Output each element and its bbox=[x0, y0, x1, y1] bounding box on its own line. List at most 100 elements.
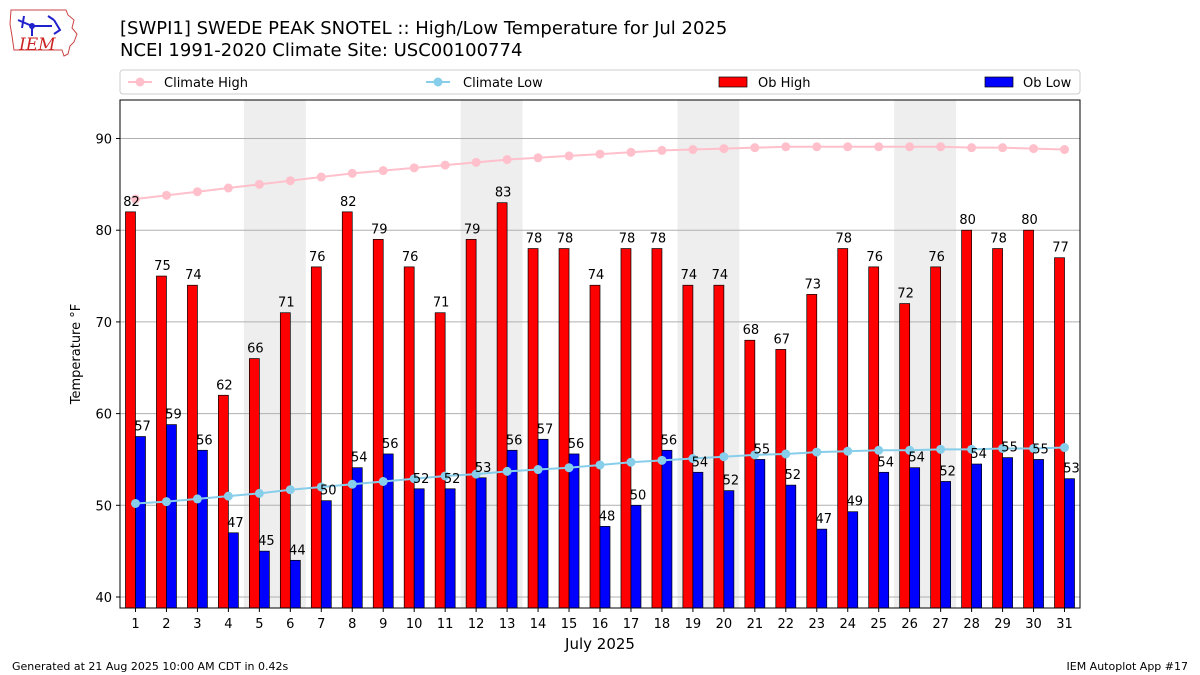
x-tick-label-26: 26 bbox=[901, 617, 918, 632]
ob-high-label: 80 bbox=[1021, 213, 1038, 228]
bar-labels: 82 57 75 59 74 56 62 47 66 45 71 44 76 50 82 54 79 56 76 52… bbox=[123, 186, 1080, 559]
climate-high-point bbox=[843, 142, 853, 152]
ob-low-label: 55 bbox=[754, 442, 771, 457]
x-tick-label-14: 14 bbox=[530, 617, 547, 632]
x-tick-label-24: 24 bbox=[839, 617, 856, 632]
ob-low-bar bbox=[940, 481, 951, 609]
climate-low-point bbox=[1060, 443, 1070, 453]
x-tick-label-25: 25 bbox=[870, 617, 887, 632]
climate-low-point bbox=[502, 466, 512, 476]
x-tick-label-18: 18 bbox=[654, 617, 671, 632]
x-tick-label-20: 20 bbox=[716, 617, 733, 632]
x-tick-label-6: 6 bbox=[286, 617, 294, 632]
legend-ob-low-label: Ob Low bbox=[1023, 76, 1072, 91]
legend-climate-low-label: Climate Low bbox=[463, 76, 543, 91]
ob-high-bar bbox=[930, 266, 941, 609]
ob-high-label: 68 bbox=[743, 323, 760, 338]
ob-high-label: 74 bbox=[681, 268, 698, 283]
ob-high-label: 78 bbox=[557, 232, 574, 247]
ob-high-label: 66 bbox=[247, 342, 264, 357]
climate-high-point bbox=[905, 142, 915, 152]
climate-low-point bbox=[285, 485, 295, 495]
climate-high-point bbox=[347, 168, 357, 178]
ob-low-label: 52 bbox=[785, 468, 802, 483]
x-tick-label-22: 22 bbox=[778, 617, 795, 632]
climate-lines bbox=[130, 142, 1070, 508]
ob-high-bar bbox=[713, 284, 725, 609]
ob-low-bar bbox=[1033, 459, 1044, 609]
climate-high-point bbox=[409, 163, 419, 173]
climate-high-point bbox=[657, 145, 667, 155]
ob-low-label: 54 bbox=[877, 455, 894, 470]
ob-low-label: 44 bbox=[289, 543, 306, 558]
ob-low-bar bbox=[754, 459, 766, 609]
x-tick-label-23: 23 bbox=[809, 617, 826, 632]
ob-high-bar bbox=[218, 394, 229, 609]
ob-high-bar bbox=[961, 229, 972, 609]
ob-high-bar bbox=[279, 312, 291, 609]
ob-low-label: 52 bbox=[444, 472, 461, 487]
ob-high-label: 62 bbox=[216, 378, 233, 393]
ob-low-bar bbox=[909, 467, 921, 609]
climate-high-point bbox=[316, 172, 326, 182]
x-tick-label-4: 4 bbox=[224, 617, 232, 632]
iem-logo: IEM bbox=[9, 9, 78, 57]
climate-low-point bbox=[688, 454, 698, 464]
ob-high-bar bbox=[837, 248, 849, 609]
title-line-1: [SWPI1] SWEDE PEAK SNOTEL :: High/Low Te… bbox=[120, 18, 728, 39]
climate-low-point bbox=[781, 449, 791, 459]
app-credit: IEM Autoplot App #17 bbox=[1066, 660, 1189, 673]
climate-high-point bbox=[161, 190, 171, 200]
ob-low-bar bbox=[537, 438, 549, 609]
ob-low-label: 48 bbox=[599, 509, 616, 524]
climate-high-point bbox=[719, 144, 729, 154]
y-tick-label-40: 40 bbox=[95, 591, 112, 606]
ob-high-label: 72 bbox=[897, 287, 914, 302]
ob-high-bar bbox=[125, 211, 136, 609]
ob-low-bar bbox=[259, 550, 270, 609]
legend-climate-high-label: Climate High bbox=[164, 76, 248, 91]
climate-low-point bbox=[130, 498, 140, 508]
ob-high-label: 71 bbox=[433, 296, 450, 311]
ob-high-bar bbox=[744, 339, 756, 609]
climate-low-point bbox=[533, 465, 543, 475]
climate-high-point bbox=[750, 143, 760, 153]
climate-high-point bbox=[502, 155, 512, 165]
climate-high-point bbox=[471, 157, 481, 167]
ob-high-label: 82 bbox=[123, 195, 140, 210]
chart-title: [SWPI1] SWEDE PEAK SNOTEL :: High/Low Te… bbox=[120, 18, 727, 62]
ob-low-label: 57 bbox=[537, 422, 554, 437]
ob-low-bar bbox=[971, 463, 982, 609]
x-tick-label-17: 17 bbox=[623, 617, 640, 632]
ob-low-label: 54 bbox=[692, 455, 709, 470]
climate-low-point bbox=[409, 474, 419, 484]
x-tick-label-9: 9 bbox=[379, 617, 387, 632]
ob-low-label: 55 bbox=[1001, 441, 1018, 456]
ob-high-bar bbox=[496, 202, 508, 609]
climate-high-point bbox=[564, 151, 574, 161]
ob-high-label: 79 bbox=[464, 222, 481, 237]
ob-low-bar bbox=[692, 471, 704, 609]
ob-high-label: 78 bbox=[650, 232, 667, 247]
ob-low-label: 47 bbox=[816, 512, 833, 527]
climate-low-point bbox=[936, 444, 946, 454]
legend-box bbox=[119, 69, 1081, 95]
ob-high-label: 71 bbox=[278, 296, 295, 311]
ob-low-bar bbox=[413, 488, 425, 609]
x-tick-label-31: 31 bbox=[1056, 617, 1073, 632]
legend-ob-high-label: Ob High bbox=[758, 76, 811, 91]
climate-high-point bbox=[626, 147, 636, 157]
ob-high-label: 77 bbox=[1052, 241, 1069, 256]
climate-high-point bbox=[874, 142, 884, 152]
ob-low-label: 56 bbox=[568, 437, 585, 452]
climate-high-point bbox=[967, 143, 977, 153]
x-tick-label-27: 27 bbox=[932, 617, 949, 632]
ob-low-label: 54 bbox=[351, 451, 368, 466]
ob-high-bar bbox=[341, 211, 353, 609]
ob-low-bar bbox=[382, 453, 394, 609]
ob-high-bar bbox=[403, 266, 415, 609]
x-tick-label-16: 16 bbox=[592, 617, 609, 632]
ob-high-label: 80 bbox=[959, 213, 976, 228]
climate-high-point bbox=[192, 187, 202, 197]
